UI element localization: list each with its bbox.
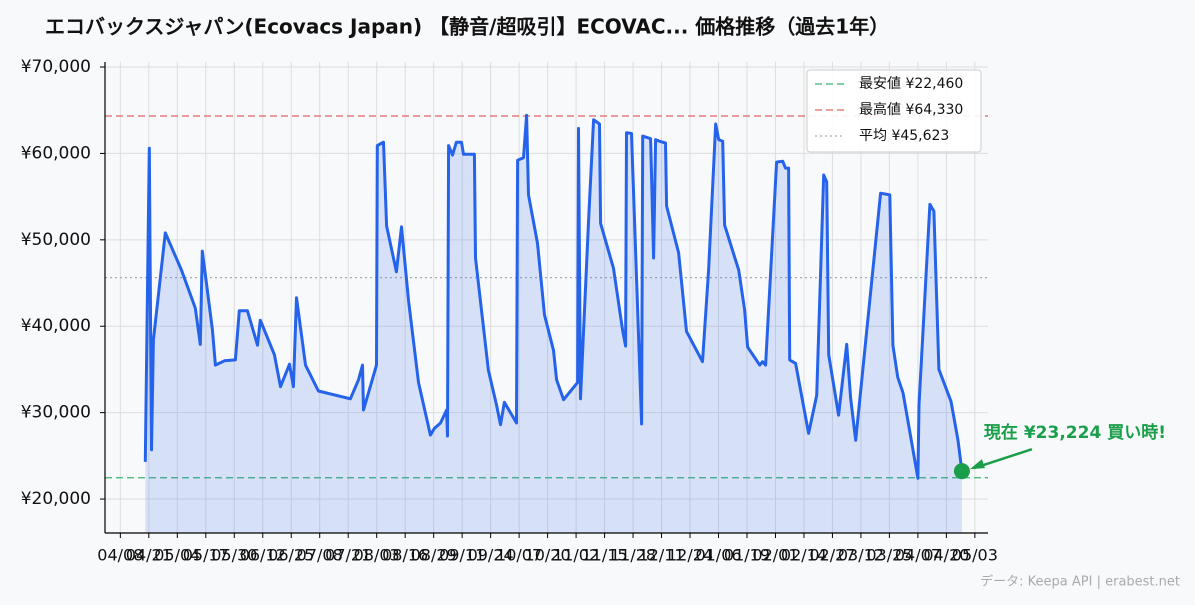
x-tick-label: 08/16	[382, 546, 428, 565]
x-tick-label: 10/07	[496, 546, 542, 565]
legend-label: 平均 ¥45,623	[859, 128, 949, 144]
source: データ: Keepa API | erabest.net	[980, 574, 1180, 590]
x-tick-label: 10/20	[525, 546, 571, 565]
grid	[105, 62, 988, 533]
chart-title: エコバックスジャパン(Ecovacs Japan) 【静音/超吸引】ECOVAC…	[45, 15, 889, 39]
x-tick-label: 06/25	[268, 546, 314, 565]
x-tick-label: 02/27	[809, 546, 855, 565]
x-tick-label: 05/04	[154, 546, 200, 565]
y-tick-label: ¥40,000	[21, 316, 91, 336]
x-tick-label: 11/28	[610, 546, 656, 565]
x-tick-label: 04/20	[923, 546, 969, 565]
x-tick-label: 12/11	[638, 546, 684, 565]
legend-box	[806, 69, 982, 153]
x-tick-label: 07/08	[297, 546, 343, 565]
x-tick-label: 05/03	[952, 546, 998, 565]
x-tick-label: 01/19	[724, 546, 770, 565]
x-tick-label: 01/06	[695, 546, 741, 565]
legend-label: 最安値 ¥22,460	[859, 76, 963, 92]
x-tick-label: 12/24	[667, 546, 713, 565]
x-tick-label: 08/03	[354, 546, 400, 565]
y-tick-label: ¥30,000	[21, 403, 91, 423]
x-tick-label: 02/14	[781, 546, 827, 565]
current-point	[953, 463, 970, 480]
y-tick-label: ¥50,000	[21, 230, 91, 250]
x-tick-label: 04/07	[895, 546, 941, 565]
y-tick-label: ¥20,000	[21, 489, 91, 509]
x-tick-label: 05/30	[211, 546, 257, 565]
area	[145, 115, 962, 534]
x-tick-label: 11/15	[582, 546, 628, 565]
price-line	[143, 113, 964, 480]
y-tick-label: ¥60,000	[21, 143, 91, 163]
x-tick-label: 11/02	[553, 546, 599, 565]
y-tick-label: ¥70,000	[21, 57, 91, 77]
x-tick-label: 09/24	[468, 546, 514, 565]
x-tick-label: 09/11	[439, 546, 485, 565]
legend-label: 最高値 ¥64,330	[859, 101, 963, 118]
x-tick-label: 04/21	[126, 546, 172, 565]
x-tick-label: 03/12	[838, 546, 884, 565]
x-tick-label: 02/01	[752, 546, 798, 565]
x-tick-label: 03/25	[866, 546, 912, 565]
x-tick-label: 05/17	[183, 546, 229, 565]
x-tick-label: 04/08	[97, 546, 143, 565]
x-tick-label: 06/12	[240, 546, 286, 565]
annotation: 現在 ¥23,224 買い時!	[984, 422, 1166, 443]
x-tick-label: 07/21	[325, 546, 371, 565]
arrow-head	[969, 459, 985, 470]
x-tick-label: 08/29	[411, 546, 457, 565]
